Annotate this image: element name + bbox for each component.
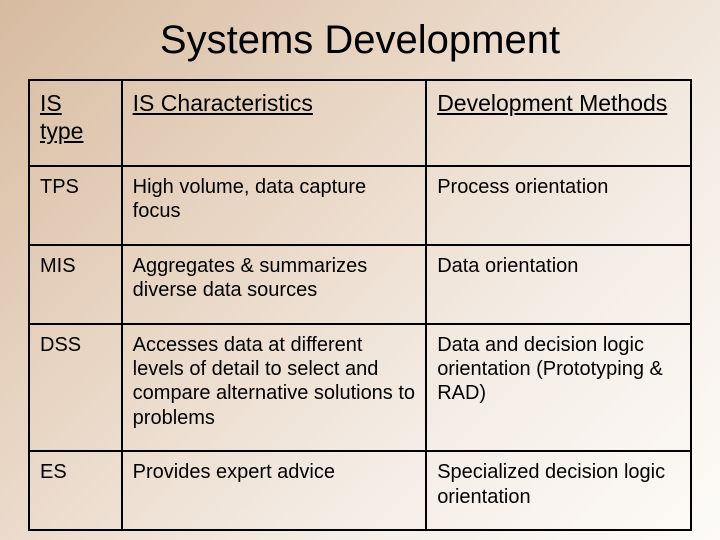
cell-is-type: MIS	[29, 245, 122, 324]
col-header-characteristics: IS Characteristics	[122, 80, 427, 166]
cell-dev-methods: Data and decision logic orientation (Pro…	[426, 324, 691, 452]
cell-characteristics: Provides expert advice	[122, 451, 427, 530]
cell-characteristics: High volume, data capture focus	[122, 166, 427, 245]
slide: Systems Development IS type IS Character…	[0, 0, 720, 540]
table-header-row: IS type IS Characteristics Development M…	[29, 80, 691, 166]
table-row: MIS Aggregates & summarizes diverse data…	[29, 245, 691, 324]
page-title: Systems Development	[28, 18, 692, 63]
cell-is-type: ES	[29, 451, 122, 530]
table-row: TPS High volume, data capture focus Proc…	[29, 166, 691, 245]
col-header-dev-methods: Development Methods	[426, 80, 691, 166]
cell-characteristics: Accesses data at different levels of det…	[122, 324, 427, 452]
cell-dev-methods: Data orientation	[426, 245, 691, 324]
systems-development-table: IS type IS Characteristics Development M…	[28, 79, 692, 531]
cell-characteristics: Aggregates & summarizes diverse data sou…	[122, 245, 427, 324]
cell-is-type: TPS	[29, 166, 122, 245]
cell-dev-methods: Specialized decision logic orientation	[426, 451, 691, 530]
cell-dev-methods: Process orientation	[426, 166, 691, 245]
col-header-is-type: IS type	[29, 80, 122, 166]
table-row: ES Provides expert advice Specialized de…	[29, 451, 691, 530]
table-row: DSS Accesses data at different levels of…	[29, 324, 691, 452]
cell-is-type: DSS	[29, 324, 122, 452]
